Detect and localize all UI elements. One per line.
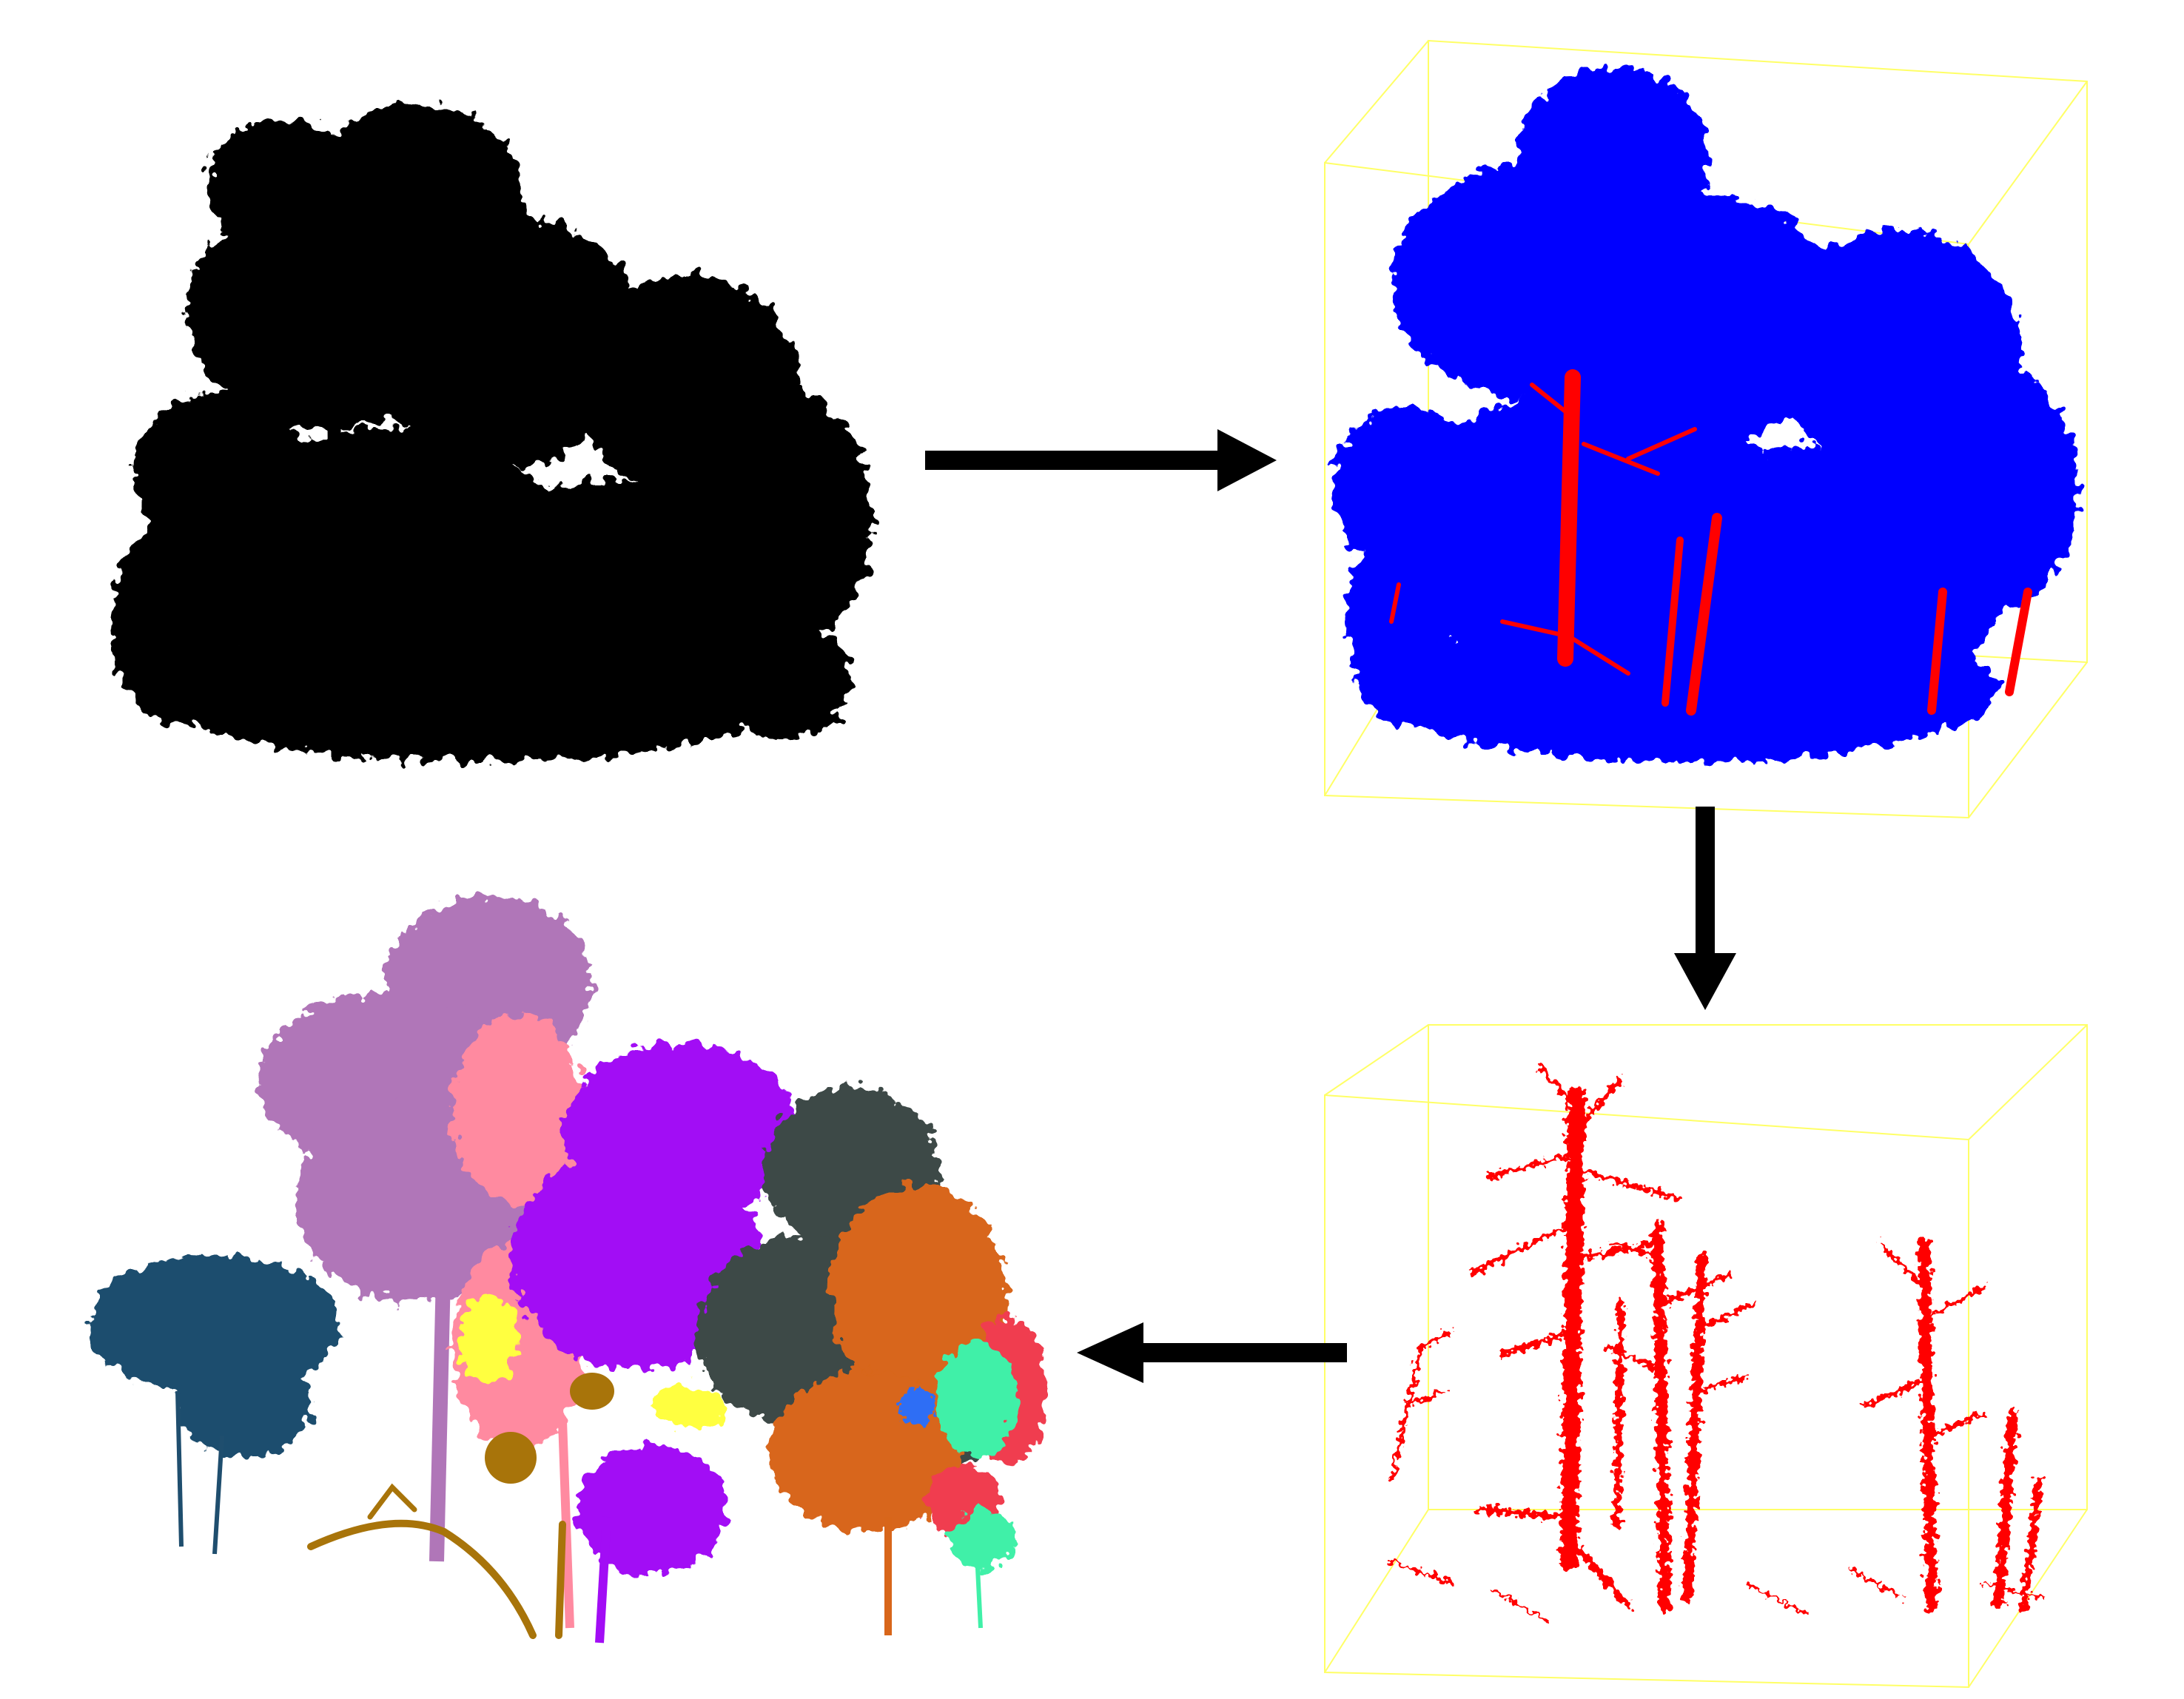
tree-segment-dark-blue bbox=[89, 1254, 340, 1555]
leaf-wood-classified-panel bbox=[1324, 39, 2088, 819]
tree-segment-mint bbox=[936, 1339, 1018, 1629]
wood-skeletons bbox=[1389, 1063, 2044, 1622]
arrow-down bbox=[1674, 807, 1736, 1010]
segmented-trees-panel bbox=[89, 895, 1047, 1644]
wood-bounding-box bbox=[1324, 1024, 2088, 1689]
arrow-right bbox=[925, 429, 1277, 491]
tree-segment-brown bbox=[307, 1373, 614, 1639]
raw-canopy bbox=[111, 104, 873, 762]
raw-trunks bbox=[326, 304, 818, 739]
raw-point-cloud-panel bbox=[111, 104, 873, 762]
classified-wood-points bbox=[1389, 369, 2032, 716]
wood-points-panel bbox=[1324, 1024, 2088, 1689]
arrow-left bbox=[1077, 1322, 1347, 1383]
tree-segment-purple bbox=[511, 1043, 799, 1644]
classified-leaf-points bbox=[1332, 67, 2080, 762]
tree-segment-blue bbox=[899, 1387, 936, 1424]
